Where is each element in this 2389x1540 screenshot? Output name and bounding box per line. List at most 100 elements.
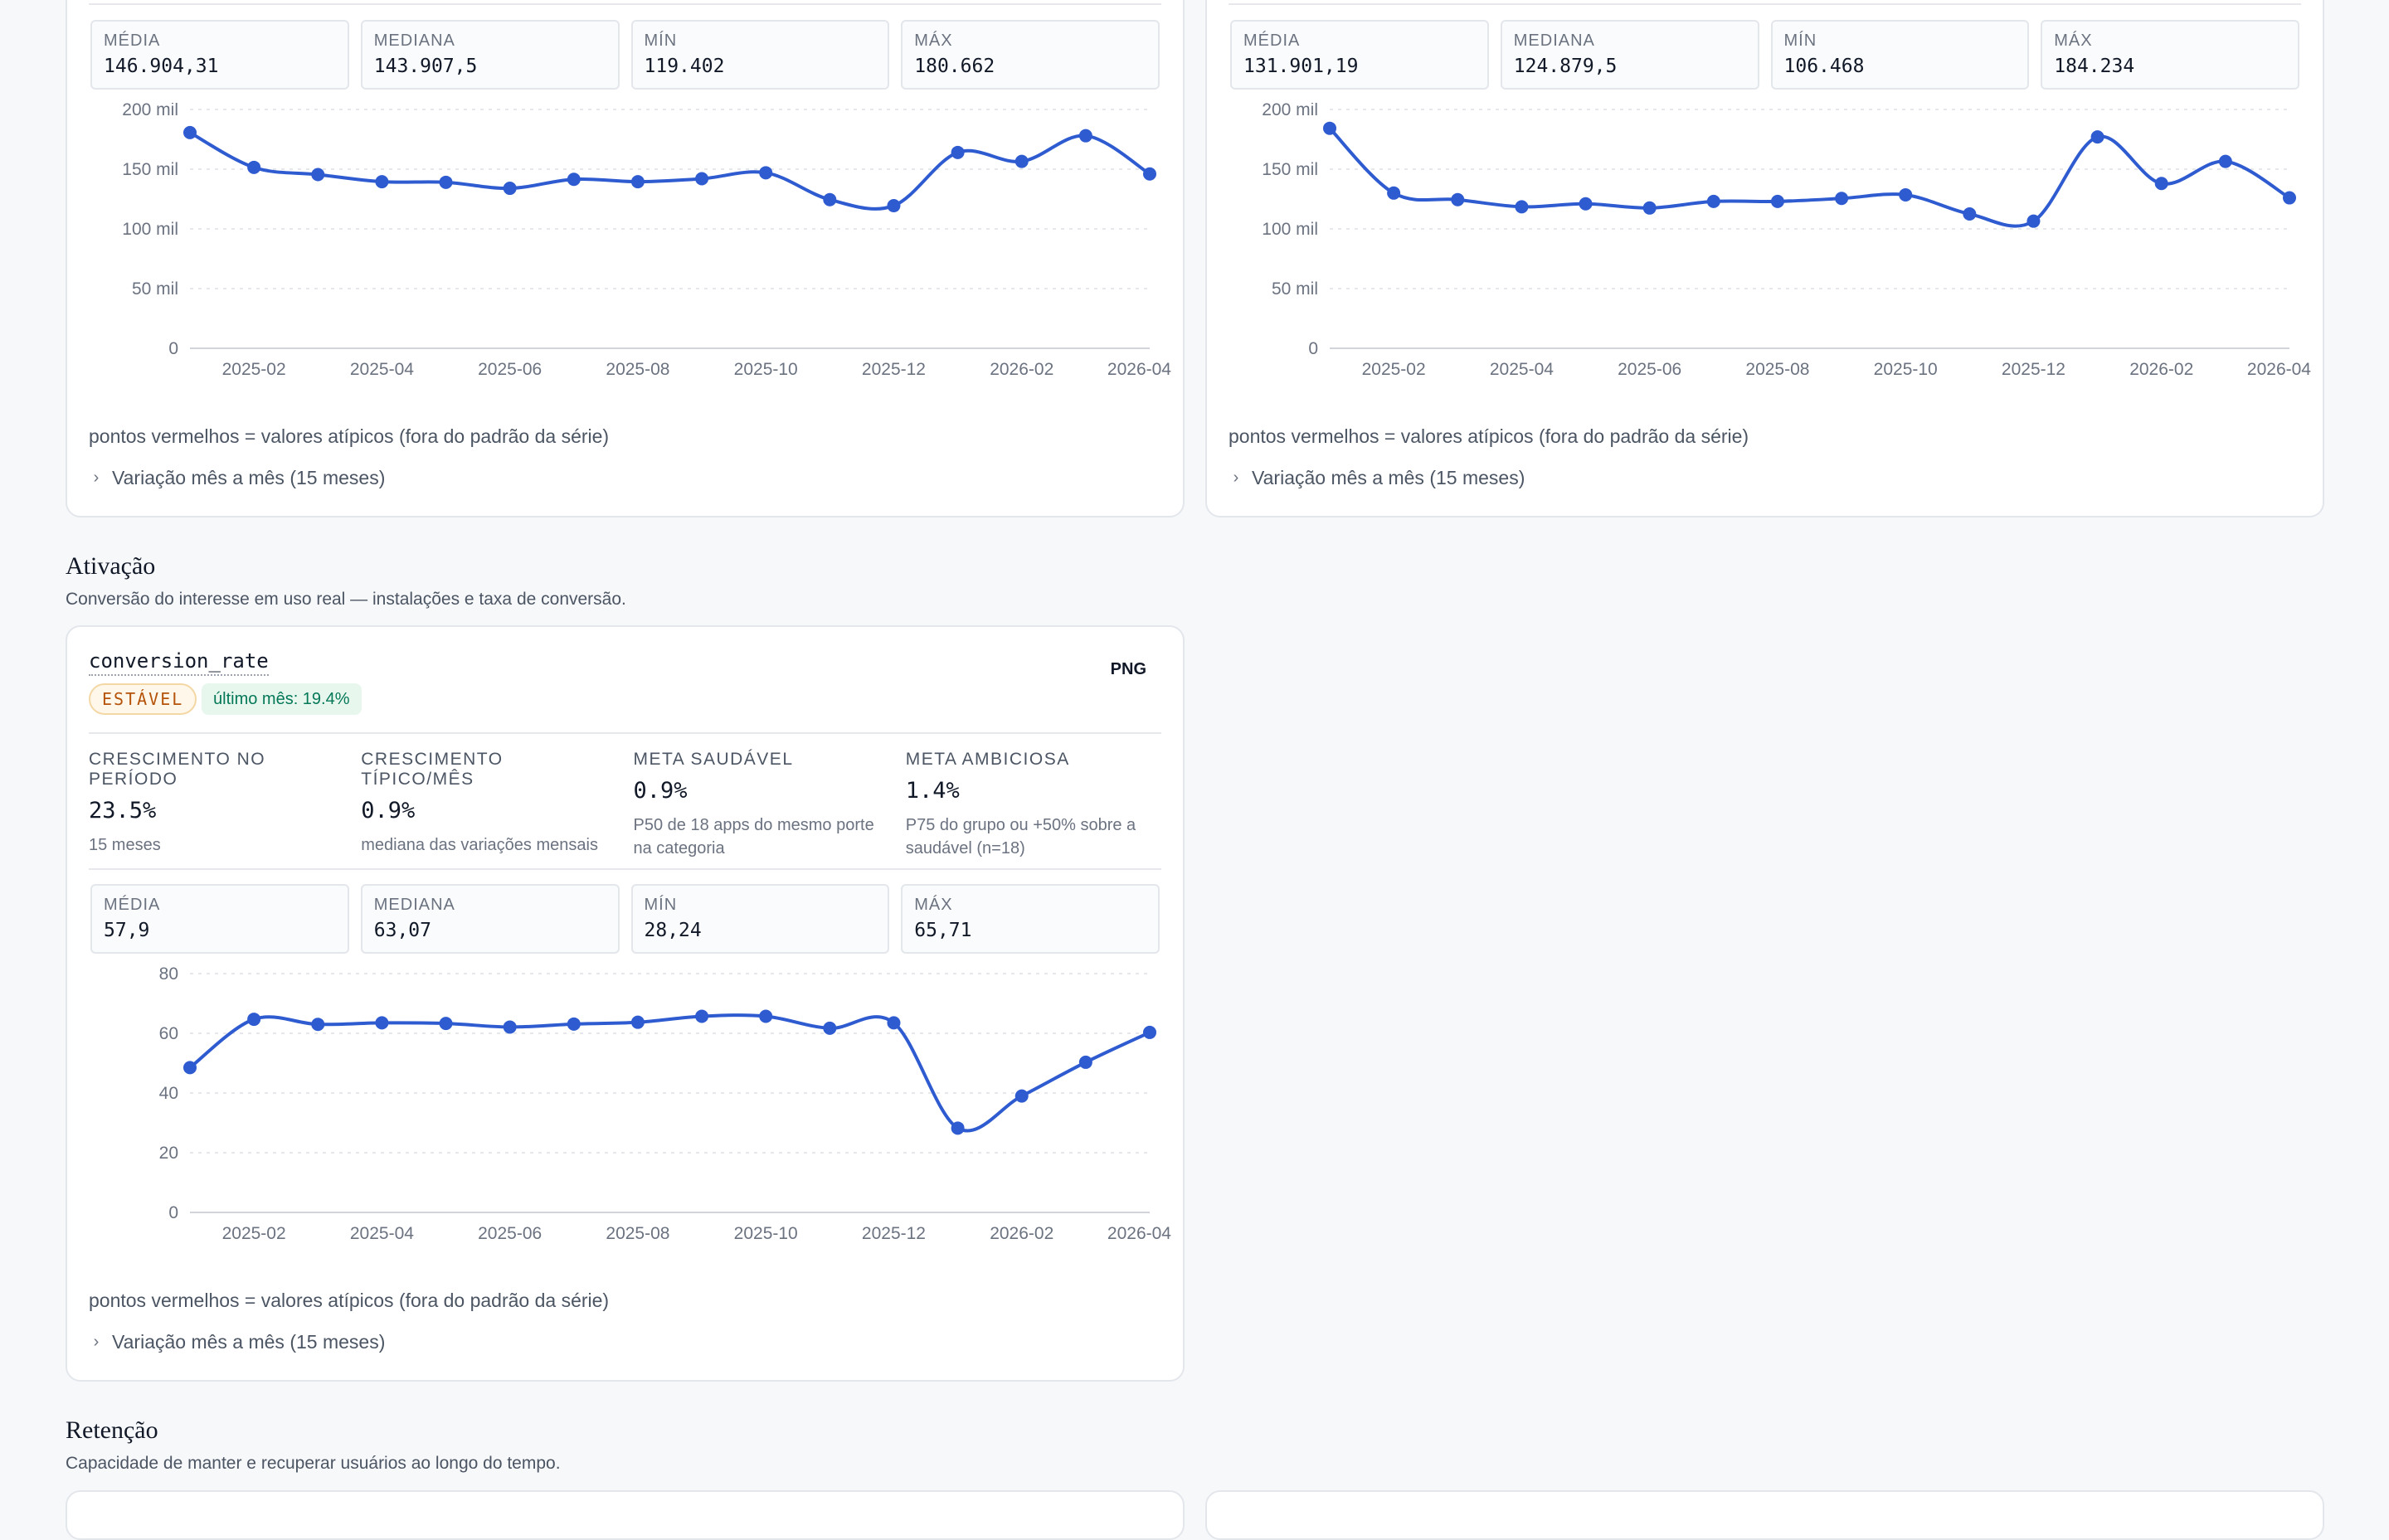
- y-tick-label: 80: [159, 967, 178, 984]
- chevron-right-icon: ›: [1233, 469, 1239, 487]
- data-point[interactable]: [1387, 186, 1401, 200]
- x-tick-label: 2025-06: [478, 1224, 542, 1243]
- data-point[interactable]: [1706, 194, 1720, 208]
- kpi-growth-period: CRESCIMENTO NO PERÍODO 23.5% 15 meses: [89, 750, 344, 860]
- data-point[interactable]: [311, 1018, 325, 1032]
- data-point[interactable]: [375, 175, 389, 189]
- section-title-retencao: Retenção: [66, 1416, 158, 1444]
- data-point[interactable]: [439, 175, 453, 189]
- data-point[interactable]: [823, 1021, 837, 1035]
- stat-label: MEDIANA: [373, 32, 455, 50]
- data-point[interactable]: [183, 125, 197, 139]
- stat-max: MÁX 180.662: [901, 20, 1160, 90]
- line-chart: 0 50 mil 100 mil 150 mil 200 mil 2025-02 2025-…: [1262, 103, 2311, 379]
- monthly-variation-toggle[interactable]: › Variação mês a mês (15 meses): [89, 467, 386, 489]
- line-chart: 0 50 mil 100 mil 150 mil 200 mil 2025-02 2025-…: [122, 103, 1171, 379]
- data-point[interactable]: [247, 160, 261, 174]
- data-point[interactable]: [823, 192, 837, 206]
- stat-max: MÁX 65,71: [901, 884, 1160, 954]
- metric-card-top-left: MÉDIA 146.904,31 MEDIANA 143.907,5 MÍN 1…: [66, 0, 1185, 517]
- y-tick-label: 100 mil: [122, 220, 178, 239]
- y-tick-label: 150 mil: [122, 160, 178, 179]
- y-tick-label: 50 mil: [132, 279, 178, 299]
- x-tick-label: 2025-06: [478, 360, 542, 379]
- data-point[interactable]: [1642, 201, 1657, 215]
- x-tick-label: 2025-04: [350, 360, 414, 379]
- data-point[interactable]: [1143, 1025, 1156, 1039]
- data-point[interactable]: [951, 1121, 965, 1135]
- stat-mean: MÉDIA 146.904,31: [90, 20, 349, 90]
- data-point[interactable]: [567, 1017, 581, 1031]
- kpi-value: 23.5%: [89, 798, 157, 823]
- data-point[interactable]: [1963, 207, 1977, 221]
- stat-max: MÁX 184.234: [2041, 20, 2299, 90]
- data-point[interactable]: [1323, 121, 1336, 135]
- data-point[interactable]: [951, 145, 965, 159]
- stat-label: MEDIANA: [373, 896, 455, 914]
- data-point[interactable]: [375, 1016, 389, 1030]
- data-point[interactable]: [1899, 187, 1913, 202]
- stat-value: 65,71: [914, 920, 972, 941]
- data-point[interactable]: [183, 1061, 197, 1075]
- monthly-variation-toggle[interactable]: › Variação mês a mês (15 meses): [1229, 467, 1525, 489]
- data-point[interactable]: [630, 1015, 645, 1029]
- data-point[interactable]: [503, 182, 517, 196]
- data-point[interactable]: [503, 1020, 517, 1034]
- data-point[interactable]: [759, 1009, 773, 1023]
- kpi-note: P50 de 18 apps do mesmo porte na categor…: [633, 816, 874, 857]
- x-tick-label: 2025-12: [862, 1224, 926, 1243]
- section-subtitle-retencao: Capacidade de manter e recuperar usuário…: [66, 1454, 561, 1473]
- series-line: [188, 1013, 1151, 1133]
- data-point[interactable]: [1835, 192, 1849, 206]
- data-point[interactable]: [1078, 1055, 1092, 1069]
- data-point[interactable]: [2027, 214, 2041, 228]
- toggle-label: Variação mês a mês (15 meses): [112, 467, 386, 488]
- stat-value: 146.904,31: [104, 56, 219, 77]
- data-point[interactable]: [247, 1013, 261, 1027]
- data-point[interactable]: [1143, 167, 1156, 181]
- stat-label: MÍN: [1783, 32, 1817, 50]
- data-point[interactable]: [2218, 154, 2232, 168]
- x-tick-label: 2026-04: [1107, 360, 1171, 379]
- monthly-variation-toggle[interactable]: › Variação mês a mês (15 meses): [89, 1331, 386, 1353]
- data-point[interactable]: [311, 168, 325, 182]
- data-point[interactable]: [2090, 130, 2104, 144]
- stat-value: 63,07: [373, 920, 431, 941]
- export-png-button[interactable]: PNG: [1110, 660, 1146, 678]
- x-tick-label: 2026-04: [1107, 1224, 1171, 1243]
- data-point[interactable]: [1078, 129, 1092, 143]
- metric-name[interactable]: conversion_rate: [89, 649, 269, 676]
- y-tick-label: 200 mil: [1262, 103, 1318, 119]
- x-tick-label: 2025-08: [1745, 360, 1809, 379]
- data-point[interactable]: [2154, 177, 2168, 191]
- x-tick-label: 2025-06: [1618, 360, 1681, 379]
- data-point[interactable]: [695, 1009, 709, 1023]
- data-point[interactable]: [2283, 191, 2296, 205]
- x-tick-label: 2025-10: [734, 360, 798, 379]
- data-point[interactable]: [695, 172, 709, 186]
- data-point[interactable]: [887, 1016, 901, 1030]
- data-point[interactable]: [630, 175, 645, 189]
- kpi-value: 1.4%: [905, 778, 960, 804]
- kpi-label: CRESCIMENTO TÍPICO/MÊS: [361, 750, 504, 789]
- data-point[interactable]: [887, 199, 901, 213]
- section-subtitle-ativacao: Conversão do interesse em uso real — ins…: [66, 590, 626, 609]
- y-tick-label: 40: [159, 1084, 178, 1103]
- data-point[interactable]: [567, 172, 581, 187]
- stat-value: 131.901,19: [1243, 56, 1359, 77]
- summary-stats: MÉDIA 131.901,19 MEDIANA 124.879,5 MÍN 1…: [1230, 20, 2299, 90]
- data-point[interactable]: [1014, 154, 1029, 168]
- x-tick-label: 2025-04: [350, 1224, 414, 1243]
- data-point[interactable]: [1451, 192, 1465, 206]
- data-point[interactable]: [1770, 194, 1784, 208]
- data-point[interactable]: [1515, 200, 1529, 214]
- x-tick-label: 2026-02: [990, 360, 1053, 379]
- x-tick-label: 2025-08: [606, 1224, 669, 1243]
- data-point[interactable]: [759, 166, 773, 180]
- data-point[interactable]: [439, 1017, 453, 1031]
- stat-mean: MÉDIA 131.901,19: [1230, 20, 1489, 90]
- data-point[interactable]: [1014, 1089, 1029, 1103]
- data-point[interactable]: [1579, 197, 1593, 211]
- toggle-label: Variação mês a mês (15 meses): [1252, 467, 1525, 488]
- section-title-ativacao: Ativação: [66, 552, 156, 580]
